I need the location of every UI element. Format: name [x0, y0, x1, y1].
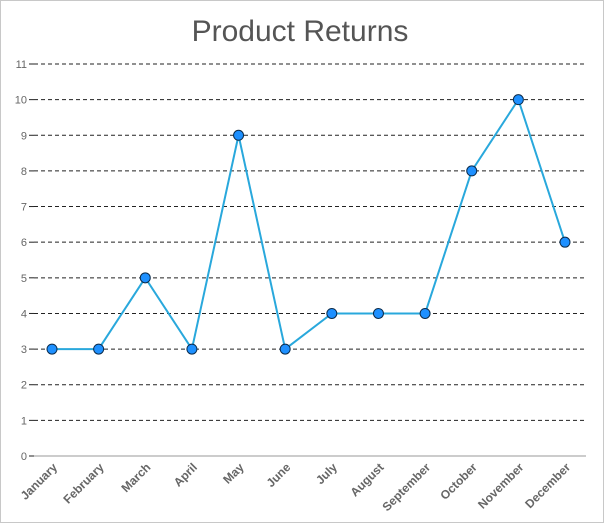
y-tick-label: 2: [21, 380, 27, 392]
y-tick-label: 1: [21, 415, 27, 427]
data-point-july: [326, 307, 338, 319]
x-tick-label: April: [171, 460, 200, 489]
data-point-april: [186, 343, 198, 355]
data-point-february: [93, 343, 105, 355]
data-point-june: [279, 343, 291, 355]
y-tick-label: 0: [21, 451, 27, 463]
x-tick-label: December: [522, 460, 573, 511]
y-tick-label: 4: [21, 308, 27, 320]
y-tick-label: 3: [21, 344, 27, 356]
data-point-march: [139, 272, 151, 284]
y-tick-label: 5: [21, 273, 27, 285]
x-tick-label: August: [347, 460, 386, 499]
y-tick-label: 6: [21, 237, 27, 249]
x-tick-label: November: [475, 460, 527, 512]
data-point-december: [559, 236, 571, 248]
data-point-january: [46, 343, 58, 355]
x-tick-label: March: [119, 460, 154, 495]
x-tick-label: October: [437, 460, 480, 503]
y-tick-label: 9: [21, 130, 27, 142]
x-tick-label: January: [18, 460, 61, 503]
series-line: [52, 97, 566, 352]
y-tick-label: 7: [21, 202, 27, 214]
x-tick-label: May: [220, 460, 247, 487]
x-tick-label: June: [264, 460, 294, 490]
data-point-november: [512, 94, 524, 106]
y-tick-label: 11: [16, 59, 27, 71]
x-tick-label: February: [61, 460, 107, 506]
y-tick-label: 8: [21, 166, 27, 178]
data-point-august: [372, 307, 384, 319]
data-point-october: [466, 165, 478, 177]
data-point-may: [233, 129, 245, 141]
y-tick-label: 10: [15, 95, 27, 107]
x-tick-label: September: [379, 460, 433, 514]
chart-title: Product Returns: [191, 15, 409, 48]
x-tick-label: July: [313, 460, 340, 487]
data-point-september: [419, 307, 431, 319]
